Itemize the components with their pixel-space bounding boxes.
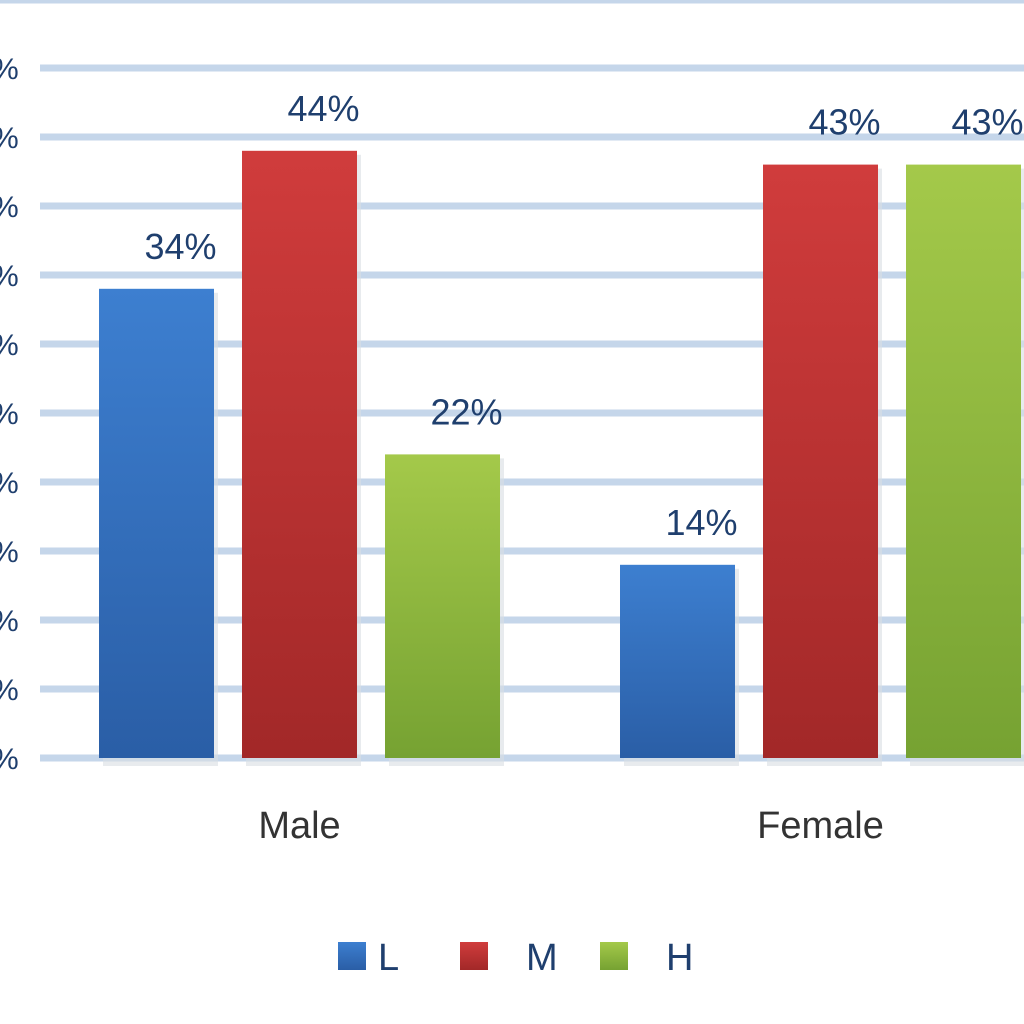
bar-l-male[interactable] <box>99 288 214 758</box>
category-label-female: Female <box>757 805 884 847</box>
y-tick-label: % <box>0 536 19 569</box>
legend-label-l[interactable]: L <box>378 937 399 979</box>
y-tick-label: % <box>0 122 19 155</box>
bar-h-male[interactable] <box>385 454 500 758</box>
data-label: 34% <box>144 226 216 267</box>
data-label: 14% <box>665 502 737 543</box>
y-tick-label: % <box>0 398 19 431</box>
data-label: 43% <box>951 102 1023 143</box>
legend-swatch-m <box>460 942 488 970</box>
legend-swatch-l <box>338 942 366 970</box>
data-label: 22% <box>430 391 502 432</box>
y-tick-label: % <box>0 467 19 500</box>
data-label: 43% <box>808 102 880 143</box>
category-labels: Male Female <box>258 805 884 847</box>
y-tick-label: % <box>0 674 19 707</box>
y-axis-ticks: %%%%%%%%%%% <box>0 53 19 776</box>
bar-l-female[interactable] <box>620 564 735 758</box>
y-tick-label: % <box>0 743 19 776</box>
bar-h-female[interactable] <box>906 164 1021 759</box>
bar-m-male[interactable] <box>242 150 357 759</box>
bar-m-female[interactable] <box>763 164 878 759</box>
legend-label-m[interactable]: M <box>526 937 558 979</box>
y-tick-label: % <box>0 260 19 293</box>
bars <box>99 150 1024 767</box>
data-label: 44% <box>287 88 359 129</box>
y-tick-label: % <box>0 53 19 86</box>
y-tick-label: % <box>0 605 19 638</box>
y-tick-label: % <box>0 191 19 224</box>
data-labels: 34% 44% 22% 14% 43% 43% <box>144 88 1023 543</box>
category-label-male: Male <box>258 805 340 847</box>
y-tick-label: % <box>0 329 19 362</box>
legend-label-h[interactable]: H <box>666 937 693 979</box>
legend-swatch-h <box>600 942 628 970</box>
